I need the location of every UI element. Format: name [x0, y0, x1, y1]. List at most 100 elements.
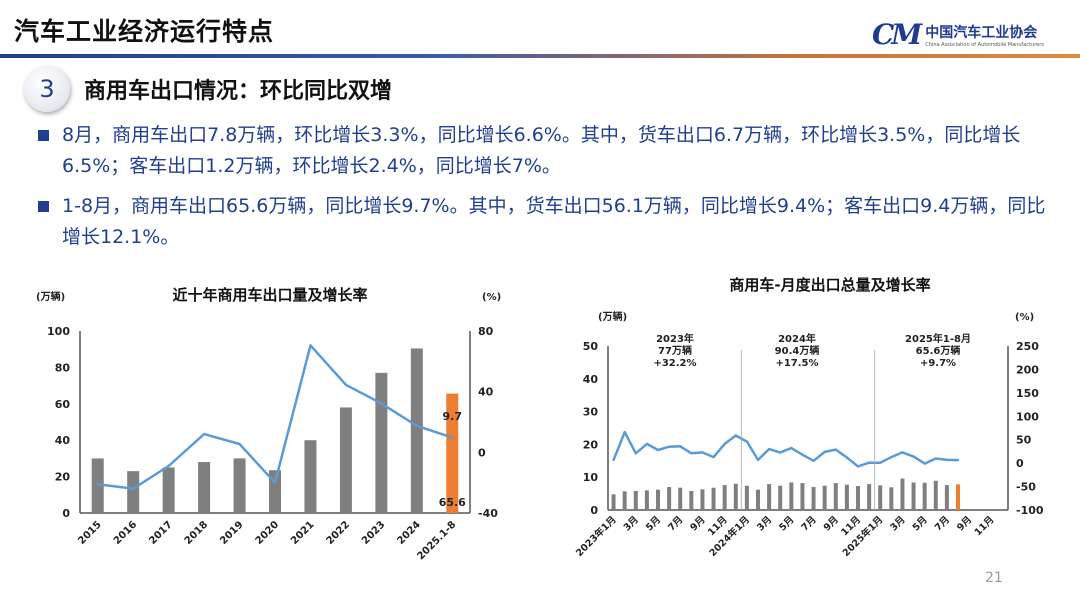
year-annotation: +32.2%	[653, 358, 696, 369]
growth-point	[701, 451, 704, 454]
bar	[833, 483, 838, 510]
caam-logo: CM 中国汽车工业协会 China Association of Automob…	[872, 18, 1044, 51]
growth-point	[679, 445, 682, 448]
growth-point	[790, 446, 793, 450]
y2-tick-label: 40	[478, 386, 494, 399]
x-tick-label: 2024	[395, 519, 422, 546]
growth-point	[712, 455, 715, 459]
y2-tick-label: 0	[478, 446, 486, 459]
growth-point	[667, 445, 671, 448]
y2-tick-label: 150	[1016, 387, 1039, 400]
x-tick-label: 5月	[777, 514, 796, 533]
y2-tick-label: 0	[1016, 457, 1024, 470]
page-number: 21	[985, 570, 1003, 586]
growth-point	[634, 452, 637, 455]
growth-point	[167, 464, 170, 468]
growth-point	[96, 482, 99, 486]
x-tick-label: 2020	[254, 519, 281, 546]
growth-point	[945, 458, 949, 462]
bar	[678, 487, 683, 510]
slide-title: 汽车工业经济运行特点	[14, 17, 275, 46]
header-divider	[0, 54, 1080, 58]
y-tick-label: 40	[583, 373, 599, 386]
growth-point	[912, 455, 915, 458]
bar	[800, 483, 805, 510]
growth-point	[273, 481, 277, 484]
x-tick-label: 2016	[112, 519, 139, 546]
bullet-item: 1-8月，商用车出口65.6万辆，同比增长9.7%。其中，货车出口56.1万辆，…	[36, 191, 1056, 253]
x-tick-label: 11月	[973, 514, 997, 538]
growth-rate-line	[612, 430, 959, 468]
growth-point	[856, 465, 860, 468]
bar	[889, 487, 894, 510]
chart-title: 近十年商用车出口量及增长率	[172, 286, 367, 304]
bar	[689, 490, 694, 510]
bar	[410, 348, 423, 513]
bar	[667, 487, 672, 510]
growth-point	[723, 442, 726, 446]
growth-point	[309, 344, 312, 347]
growth-point	[734, 434, 737, 437]
section-heading: 3 商用车出口情况：环比同比双增	[24, 66, 392, 112]
growth-point	[238, 442, 241, 446]
bar	[867, 484, 872, 510]
bar	[911, 482, 916, 510]
growth-point	[812, 459, 815, 462]
bar	[611, 494, 616, 510]
x-tick-label: 3月	[755, 514, 774, 533]
growth-point	[131, 487, 135, 490]
y-tick-label: 0	[62, 507, 70, 520]
bar	[956, 484, 960, 510]
y2-tick-label: -40	[478, 507, 498, 520]
y2-tick-label: 100	[1016, 410, 1039, 423]
growth-point	[756, 458, 760, 462]
bar	[700, 489, 705, 510]
bar	[856, 486, 860, 510]
x-tick-label: 7月	[799, 514, 818, 533]
x-tick-label: 7月	[666, 514, 685, 533]
y-axis-unit: (万辆)	[36, 290, 65, 303]
bar	[811, 487, 816, 510]
growth-point	[801, 453, 804, 456]
y2-axis-unit: (%)	[482, 292, 501, 303]
bar	[733, 483, 738, 510]
growth-point	[645, 442, 649, 446]
x-tick-label: 7月	[933, 514, 952, 533]
bullet-text: 8月，商用车出口7.8万辆，环比增长3.3%，同比增长6.6%。其中，货车出口6…	[62, 124, 1021, 177]
growth-point	[879, 461, 882, 464]
x-tick-label: 9月	[955, 514, 974, 533]
bar	[789, 482, 794, 510]
bar	[375, 372, 388, 513]
bar	[711, 487, 716, 510]
x-tick-label: 2017	[147, 519, 174, 546]
x-tick-label: 2023年1月	[573, 514, 618, 559]
growth-point	[623, 431, 626, 434]
growth-point	[690, 452, 693, 455]
logo-mark: CM	[872, 18, 922, 51]
chart-title: 商用车-月度出口总量及增长率	[729, 276, 930, 294]
bar	[162, 467, 175, 513]
bullet-text: 1-8月，商用车出口65.6万辆，同比增长9.7%。其中，货车出口56.1万辆，…	[62, 195, 1046, 248]
bar	[933, 480, 938, 510]
x-tick-label: 3月	[888, 514, 907, 533]
bullet-list: 8月，商用车出口7.8万辆，环比增长3.3%，同比增长6.6%。其中，货车出口6…	[36, 120, 1056, 262]
x-tick-label: 2018	[183, 519, 210, 546]
bar	[722, 485, 727, 510]
bar	[922, 482, 927, 510]
bar	[233, 458, 246, 513]
bar	[756, 489, 760, 510]
x-tick-label: 5月	[644, 514, 663, 533]
section-title: 商用车出口情况：环比同比双增	[84, 79, 393, 104]
year-annotation: 65.6万辆	[916, 344, 961, 357]
growth-point	[745, 440, 749, 443]
y-tick-label: 50	[583, 340, 599, 353]
growth-point	[934, 457, 937, 460]
y2-tick-label: 50	[1016, 434, 1032, 447]
growth-point	[956, 458, 960, 462]
x-tick-label: 3月	[622, 514, 641, 533]
growth-point	[867, 461, 871, 464]
growth-point	[890, 455, 893, 459]
logo-name-cn: 中国汽车工业协会	[925, 24, 1038, 41]
growth-point	[767, 447, 771, 451]
